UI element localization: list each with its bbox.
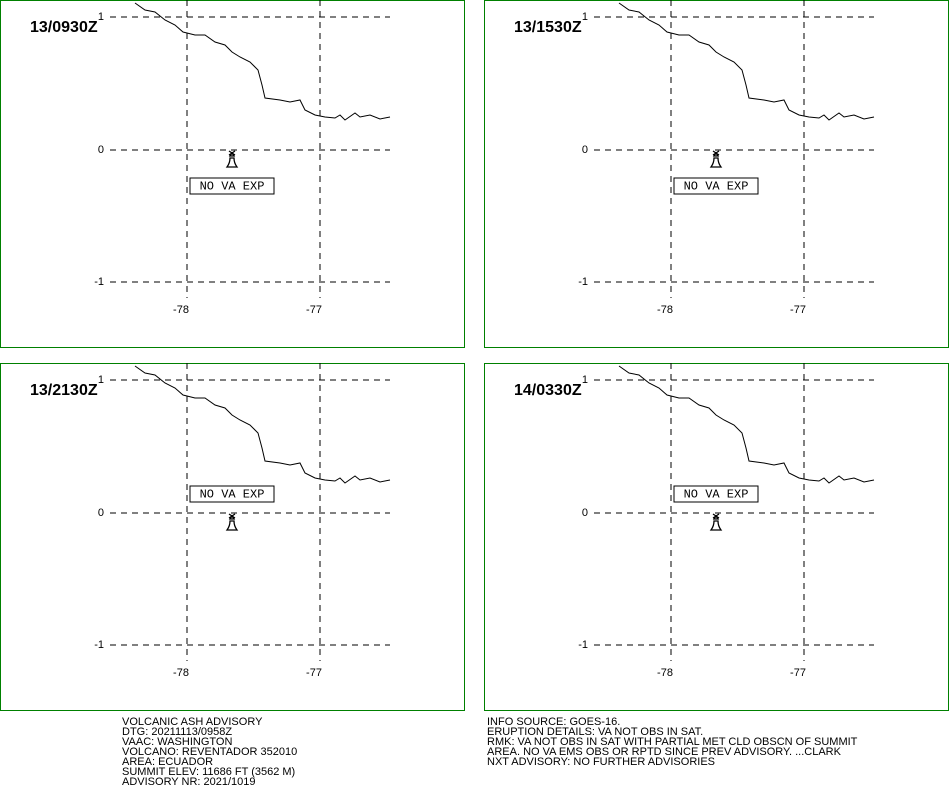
lat-label: 0 (582, 507, 588, 519)
coastline (618, 2, 875, 121)
panel-border (0, 0, 465, 348)
lon-label: -77 (790, 667, 806, 679)
ash-box (189, 177, 275, 195)
lat-label: -1 (94, 639, 104, 651)
map-panel: 1 0 -1 -78 -77 13/1530Z NO VA EXP (484, 0, 949, 348)
volcano-icon (709, 150, 723, 168)
valid-time: 13/1530Z (514, 19, 582, 36)
lon-label: -78 (657, 667, 673, 679)
lon-label: -78 (657, 304, 673, 316)
volcano-icon (709, 513, 723, 531)
volcano-icon (225, 513, 239, 531)
lat-label: 1 (582, 374, 588, 386)
panel-border (484, 363, 949, 711)
footer-line: INFO SOURCE: GOES-16. (487, 716, 620, 728)
lat-label: 0 (98, 144, 104, 156)
valid-time: 14/0330Z (514, 382, 582, 399)
lat-label: 1 (582, 11, 588, 23)
footer-line: ADVISORY NR: 2021/1019 (122, 776, 256, 788)
panel-border (484, 0, 949, 348)
footer-line: NXT ADVISORY: NO FURTHER ADVISORIES (487, 756, 715, 768)
ash-box-label: NO VA EXP (684, 488, 749, 502)
footer-line: VOLCANIC ASH ADVISORY (122, 716, 263, 728)
panel-border (0, 363, 465, 711)
ash-box (673, 177, 759, 195)
lat-label: 1 (98, 374, 104, 386)
valid-time: 13/0930Z (30, 19, 98, 36)
lat-label: 0 (98, 507, 104, 519)
footer-line: RMK: VA NOT OBS IN SAT WITH PARTIAL MET … (487, 736, 858, 748)
lon-label: -78 (173, 304, 189, 316)
ash-box-label: NO VA EXP (200, 488, 265, 502)
footer-line: ERUPTION DETAILS: VA NOT OBS IN SAT. (487, 726, 703, 738)
lat-label: -1 (578, 276, 588, 288)
footer-line: AREA. NO VA EMS OBS OR RPTD SINCE PREV A… (487, 746, 842, 758)
ash-box (189, 485, 275, 503)
volcano-icon (225, 150, 239, 168)
footer-line: DTG: 20211113/0958Z (122, 726, 232, 738)
lon-label: -77 (790, 304, 806, 316)
footer-line: AREA: ECUADOR (122, 756, 213, 768)
lat-label: 0 (582, 144, 588, 156)
footer-line: VOLCANO: REVENTADOR 352010 (122, 746, 297, 758)
coastline (134, 2, 391, 121)
map-panel: 1 0 -1 -78 -77 13/0930Z NO VA EXP (0, 0, 465, 348)
ash-box-label: NO VA EXP (684, 180, 749, 194)
lat-label: -1 (578, 639, 588, 651)
ash-box-label: NO VA EXP (200, 180, 265, 194)
ash-box (673, 485, 759, 503)
footer-line: VAAC: WASHINGTON (122, 736, 232, 748)
map-panel: 1 0 -1 -78 -77 13/2130Z NO VA EXP (0, 363, 465, 711)
footer-line: SUMMIT ELEV: 11686 FT (3562 M) (122, 766, 295, 778)
lat-label: -1 (94, 276, 104, 288)
lat-label: 1 (98, 11, 104, 23)
map-panel: 1 0 -1 -78 -77 14/0330Z NO VA EXP (484, 363, 949, 711)
valid-time: 13/2130Z (30, 382, 98, 399)
coastline (134, 365, 391, 484)
coastline (618, 365, 875, 484)
lon-label: -78 (173, 667, 189, 679)
lon-label: -77 (306, 667, 322, 679)
lon-label: -77 (306, 304, 322, 316)
